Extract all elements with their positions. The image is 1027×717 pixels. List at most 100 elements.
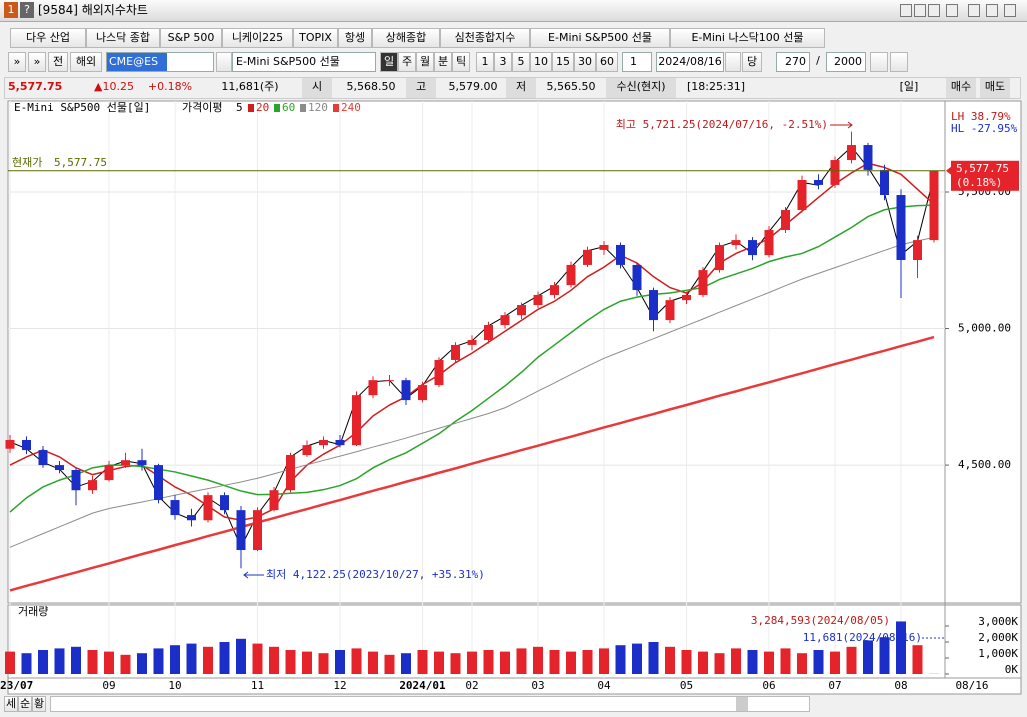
volume-bar (797, 653, 807, 674)
interval-button[interactable]: 3 (494, 52, 512, 72)
period-button[interactable]: 주 (398, 52, 416, 72)
candle-body (731, 240, 741, 245)
quote-field: +0.18% (147, 80, 193, 93)
volume-bar (582, 650, 593, 674)
footer-button[interactable]: 세 (4, 696, 18, 712)
candle-body (847, 145, 856, 161)
volume-bar (846, 646, 857, 674)
annotation-arrow (243, 571, 264, 579)
interval-button[interactable]: 10 (530, 52, 552, 72)
price-panel (7, 100, 1022, 604)
tab[interactable]: TOPIX (293, 28, 338, 48)
window-icon[interactable] (968, 4, 980, 17)
volume-bar (219, 642, 230, 674)
max-input[interactable]: 2000 (826, 52, 866, 72)
volume-bar (500, 651, 510, 674)
x-tick-label: 06 (762, 679, 775, 692)
toolbar-button[interactable]: 해외 (70, 52, 102, 72)
period-button[interactable]: 틱 (452, 52, 470, 72)
candle-body (104, 465, 114, 481)
interval-button[interactable]: 15 (552, 52, 574, 72)
volume-bar (764, 651, 774, 674)
volume-bar (780, 648, 791, 674)
volume-bar (236, 638, 246, 674)
help-button[interactable]: ? (20, 2, 34, 18)
x-tick-label: 2024/01 (399, 679, 446, 692)
volume-bar (302, 651, 312, 674)
settings-button[interactable] (890, 52, 908, 72)
volume-title: 거래량 (18, 605, 48, 618)
scrollbar[interactable] (50, 696, 810, 712)
moving-average (9, 146, 935, 549)
window-icon[interactable] (986, 4, 998, 17)
volume-bar (912, 645, 923, 674)
volume-bar (71, 646, 81, 674)
y-tick-label: 1,000K (978, 647, 1018, 660)
candle-body (929, 170, 939, 241)
toolbar-button[interactable]: » (28, 52, 46, 72)
period-button[interactable]: 월 (416, 52, 434, 72)
quote-field[interactable]: 매도 (980, 78, 1010, 98)
current-button[interactable]: 당 (742, 52, 762, 72)
quote-field: 저 (506, 78, 536, 98)
window-icon[interactable] (928, 4, 940, 17)
scroll-thumb[interactable] (736, 697, 748, 711)
candle-body (797, 179, 807, 211)
period-button[interactable]: 분 (434, 52, 452, 72)
interval-select[interactable]: 1 (622, 52, 652, 72)
tab[interactable]: 상해종합 (372, 28, 440, 48)
date-input[interactable]: 2024/08/16 (656, 52, 724, 72)
tab[interactable]: 나스닥 종합 (86, 28, 160, 48)
candle-body (71, 470, 81, 491)
volume-bar (87, 650, 98, 674)
volume-bar (351, 648, 362, 674)
quote-field[interactable]: 매수 (946, 78, 976, 98)
period-button[interactable]: 일 (380, 52, 398, 72)
y-tick-label: 5,000.00 (958, 322, 1011, 335)
interval-button[interactable]: 30 (574, 52, 596, 72)
tab[interactable]: S&P 500 (160, 28, 222, 48)
window-icon[interactable] (914, 4, 926, 17)
volume-annotation-high: 3,284,593(2024/08/05) (751, 614, 890, 627)
tab[interactable]: 니케이225 (222, 28, 293, 48)
volume-bar (632, 643, 642, 674)
toolbar-button[interactable]: » (8, 52, 26, 72)
tab[interactable]: E-Mini S&P500 선물 (530, 28, 670, 48)
calendar-button[interactable] (725, 52, 741, 72)
footer-button[interactable]: 황 (32, 696, 46, 712)
volume-bar (384, 654, 395, 674)
quote-field: 5,565.50 (546, 80, 596, 93)
quote-field: 5,568.50 (346, 80, 396, 93)
candle-body (451, 344, 460, 360)
volume-bar (863, 640, 873, 674)
candle-body (137, 460, 147, 466)
current-price-caption: 현재가 (12, 156, 42, 169)
y-tick-label: 4,500.00 (958, 458, 1011, 471)
tab[interactable]: 다우 산업 (10, 28, 86, 48)
search-button[interactable] (216, 52, 232, 72)
count-input[interactable]: 270 (776, 52, 810, 72)
interval-button[interactable]: 60 (596, 52, 618, 72)
footer-button[interactable]: 순 (18, 696, 32, 712)
interval-button[interactable]: 5 (512, 52, 530, 72)
volume-bar (813, 650, 824, 674)
tab[interactable]: 항셍 (338, 28, 372, 48)
window-number[interactable]: 1 (4, 2, 18, 18)
candle-body (583, 249, 592, 265)
toolbar-button[interactable]: 전 (48, 52, 68, 72)
symbol-input[interactable]: CME@ES (106, 52, 214, 72)
quote-field: 11,681(주) (221, 80, 279, 93)
tab[interactable]: E-Mini 나스닥100 선물 (670, 28, 825, 48)
interval-button[interactable]: 1 (476, 52, 494, 72)
candle-body (863, 145, 873, 170)
window-icon[interactable] (946, 4, 958, 17)
candle-body (517, 305, 526, 316)
stat-hl: HL -27.95% (951, 122, 1018, 135)
tab[interactable]: 심천종합지수 (440, 28, 530, 48)
window-icon[interactable] (900, 4, 912, 17)
window-icon[interactable] (1004, 4, 1016, 17)
candle-body (253, 510, 262, 551)
zoom-button[interactable] (870, 52, 888, 72)
volume-bar (483, 650, 494, 674)
candle-body (55, 465, 64, 471)
